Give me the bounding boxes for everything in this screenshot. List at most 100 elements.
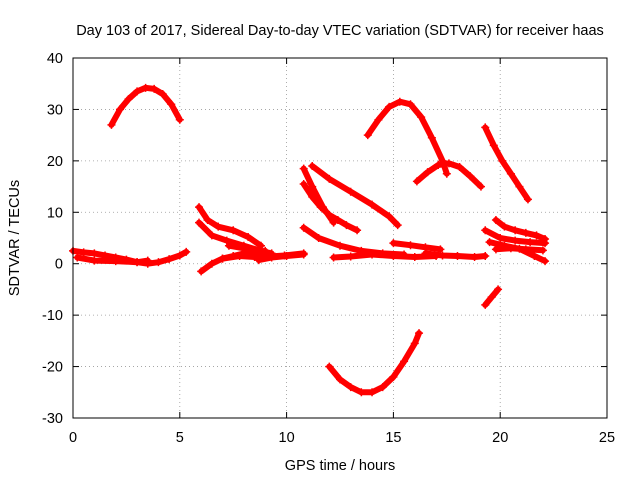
data-point	[299, 223, 308, 232]
series-arc-19h-neg	[481, 285, 503, 309]
data-point	[412, 177, 421, 186]
data-point	[329, 253, 338, 262]
data-point	[143, 256, 152, 265]
data-point	[421, 249, 430, 258]
data-point	[239, 244, 248, 253]
data-point	[308, 192, 317, 201]
data-point	[417, 113, 426, 122]
data-point	[400, 357, 409, 366]
data-point	[415, 329, 424, 338]
data-point	[141, 83, 150, 92]
data-point	[466, 172, 475, 181]
data-point	[489, 141, 498, 150]
data-point	[476, 182, 485, 191]
plot-frame	[72, 57, 608, 419]
data-point	[218, 254, 227, 263]
data-point	[222, 236, 231, 245]
data-point	[487, 293, 496, 302]
series-arc-6h-a	[195, 203, 265, 250]
data-point	[308, 162, 317, 170]
data-point	[90, 249, 99, 258]
y-tick-label: -30	[42, 411, 63, 427]
data-point	[526, 238, 535, 247]
data-point	[385, 212, 394, 221]
data-point	[491, 216, 500, 224]
y-tick-label: 40	[47, 51, 63, 67]
data-point	[111, 257, 120, 266]
data-point	[256, 246, 265, 255]
data-point	[133, 87, 142, 96]
series-trace	[225, 242, 275, 257]
data-point	[299, 250, 308, 259]
data-point	[333, 216, 342, 224]
data-point	[406, 100, 415, 109]
data-point	[282, 252, 291, 260]
data-point	[385, 102, 394, 111]
data-point	[316, 203, 325, 212]
series-trace	[390, 240, 444, 253]
series-trace	[326, 330, 422, 396]
data-point	[250, 253, 259, 262]
data-point	[357, 388, 366, 397]
data-point	[314, 234, 323, 242]
data-point	[453, 252, 462, 260]
data-point	[299, 164, 308, 173]
axis-ticks: 0 5 10 15 20 25 -30 -20 -10 0 10 20 30 40	[42, 51, 615, 446]
data-point	[389, 239, 398, 248]
data-point	[438, 251, 447, 260]
data-point	[254, 256, 263, 265]
series-trace	[255, 251, 307, 264]
chart-title: Day 103 of 2017, Sidereal Day-to-day VTE…	[76, 23, 604, 39]
data-point	[423, 168, 432, 177]
y-tick-label: 30	[47, 102, 63, 118]
data-layer	[69, 83, 550, 397]
data-point	[336, 241, 344, 250]
data-point	[353, 226, 362, 235]
data-point	[150, 84, 159, 93]
data-point	[393, 221, 402, 230]
data-point	[107, 120, 116, 129]
data-point	[374, 115, 383, 124]
data-point	[299, 180, 308, 188]
series-arc-11h-b	[299, 180, 362, 235]
data-point	[410, 339, 419, 348]
series-arc-16h-g	[421, 249, 490, 262]
x-tick-label: 10	[279, 430, 295, 446]
y-axis-label: SDTVAR / TECUs	[7, 180, 23, 296]
data-point	[406, 241, 415, 250]
data-point	[79, 248, 88, 257]
x-axis-label: GPS time / hours	[285, 458, 395, 474]
data-point	[175, 251, 184, 260]
data-point	[395, 97, 404, 106]
data-point	[541, 257, 550, 266]
data-point	[346, 187, 355, 196]
series-arc-11h-c	[308, 162, 402, 230]
data-point	[165, 255, 174, 264]
series-arc-13h-dip	[325, 329, 424, 397]
y-tick-label: 0	[55, 257, 63, 273]
data-point	[197, 267, 206, 276]
data-point	[511, 236, 520, 245]
data-point	[224, 241, 233, 250]
data-point	[346, 252, 355, 261]
data-point	[133, 258, 142, 267]
data-point	[175, 115, 184, 124]
data-point	[410, 253, 419, 262]
data-point	[506, 169, 515, 178]
data-point	[207, 259, 216, 268]
data-point	[90, 256, 99, 265]
data-point	[207, 231, 216, 240]
series-arc-19h-a	[481, 123, 532, 204]
data-point	[336, 375, 344, 384]
data-point	[491, 245, 500, 254]
data-point	[244, 232, 253, 241]
series-arc-20h-c	[481, 226, 550, 248]
data-point	[481, 123, 490, 132]
data-point	[481, 300, 490, 309]
data-point	[485, 238, 494, 247]
data-point	[389, 252, 398, 260]
series-trace	[108, 84, 183, 128]
data-point	[541, 239, 550, 248]
series-arc-9h-f	[254, 250, 308, 265]
data-point	[115, 105, 124, 114]
